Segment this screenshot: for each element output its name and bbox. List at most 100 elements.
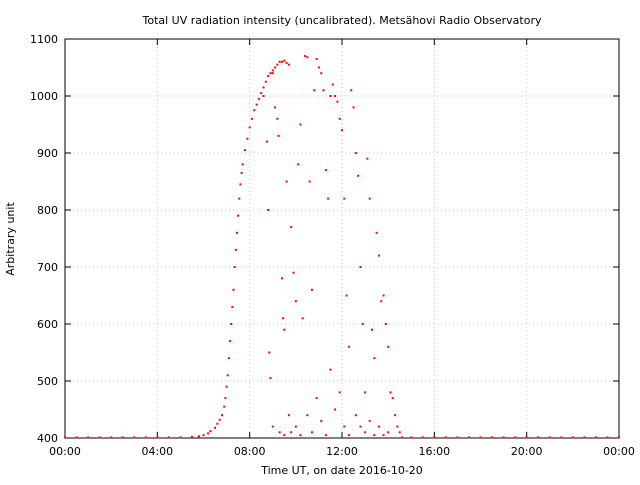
data-point — [248, 126, 251, 129]
data-point — [310, 431, 313, 434]
data-point — [267, 209, 270, 211]
data-point — [433, 436, 436, 439]
data-point — [491, 436, 494, 439]
data-point — [278, 60, 281, 63]
data-point — [560, 436, 563, 439]
x-tick-label: 12:00 — [326, 445, 358, 458]
data-point — [240, 171, 243, 174]
data-point — [190, 435, 193, 438]
y-tick-label: 700 — [37, 261, 58, 274]
data-point — [347, 434, 350, 437]
data-point — [271, 425, 274, 428]
data-point — [514, 436, 517, 439]
y-tick-label: 800 — [37, 204, 58, 217]
data-point — [334, 95, 337, 97]
data-point — [525, 436, 528, 439]
data-point — [347, 345, 350, 348]
x-axis-label: Time UT, on date 2016-10-20 — [260, 464, 423, 477]
data-point — [276, 63, 279, 66]
data-point — [338, 391, 341, 394]
data-point — [280, 277, 283, 280]
plot-frame — [64, 38, 620, 439]
data-point — [364, 431, 367, 434]
data-point — [229, 340, 232, 343]
data-point — [262, 95, 265, 97]
y-tick-label: 1000 — [30, 90, 58, 103]
data-point — [606, 436, 609, 439]
data-point — [292, 271, 295, 274]
data-point — [313, 89, 316, 92]
y-tick-label: 1100 — [30, 33, 58, 46]
data-point — [75, 436, 78, 439]
data-point — [352, 106, 355, 109]
data-point — [156, 436, 159, 439]
data-point — [257, 97, 260, 100]
x-tick-label: 20:00 — [511, 445, 543, 458]
data-point — [225, 385, 228, 388]
x-tick-label: 16:00 — [418, 445, 450, 458]
data-point — [306, 56, 309, 59]
data-point — [364, 391, 367, 394]
data-point — [244, 149, 247, 152]
data-point — [287, 414, 290, 417]
data-point — [231, 305, 234, 308]
data-point — [387, 431, 390, 434]
data-point — [301, 317, 304, 320]
data-point — [197, 435, 200, 438]
data-point — [98, 436, 101, 439]
data-point — [382, 434, 385, 437]
data-point — [444, 436, 447, 439]
data-point — [548, 436, 551, 439]
data-point — [246, 137, 249, 140]
data-point — [324, 434, 327, 437]
data-point — [391, 397, 394, 400]
data-point — [285, 61, 288, 64]
data-point — [269, 377, 272, 380]
data-point — [271, 69, 274, 72]
data-point — [467, 436, 470, 439]
data-point — [274, 66, 277, 69]
data-point — [377, 254, 380, 257]
data-point — [322, 89, 325, 92]
x-tick-label: 04:00 — [141, 445, 173, 458]
data-point — [294, 425, 297, 428]
data-point — [618, 436, 620, 439]
data-point — [133, 436, 136, 439]
data-point — [233, 266, 236, 268]
data-point — [306, 414, 309, 417]
data-point — [336, 100, 339, 103]
x-tick-label: 00:00 — [49, 445, 81, 458]
data-point — [317, 66, 320, 69]
data-point — [329, 368, 332, 371]
y-tick-label: 500 — [37, 375, 58, 388]
data-point — [382, 294, 385, 297]
data-point — [334, 408, 337, 411]
data-point — [237, 214, 240, 217]
data-point — [396, 425, 399, 428]
data-point — [255, 103, 258, 106]
data-point — [357, 174, 360, 177]
data-point — [327, 197, 330, 200]
data-point — [250, 117, 253, 120]
data-point — [223, 405, 226, 408]
data-point — [241, 163, 244, 166]
y-tick-label: 600 — [37, 318, 58, 331]
data-point — [290, 226, 293, 229]
data-point — [218, 418, 221, 421]
data-point — [260, 92, 263, 95]
data-point — [290, 431, 293, 434]
data-point — [354, 152, 357, 154]
data-point — [253, 109, 256, 112]
data-point — [144, 436, 147, 439]
data-point — [368, 197, 371, 200]
data-point — [238, 197, 241, 200]
data-point — [359, 266, 362, 268]
axes: 00:00 04:00 08:00 12:00 16:00 20:00 00:0040050… — [30, 33, 635, 458]
data-point — [343, 197, 346, 200]
data-point — [583, 436, 586, 439]
chart-title: Total UV radiation intensity (uncalibrat… — [142, 14, 542, 27]
data-point — [87, 436, 90, 439]
data-point — [214, 426, 217, 429]
x-tick-label: 08:00 — [234, 445, 266, 458]
